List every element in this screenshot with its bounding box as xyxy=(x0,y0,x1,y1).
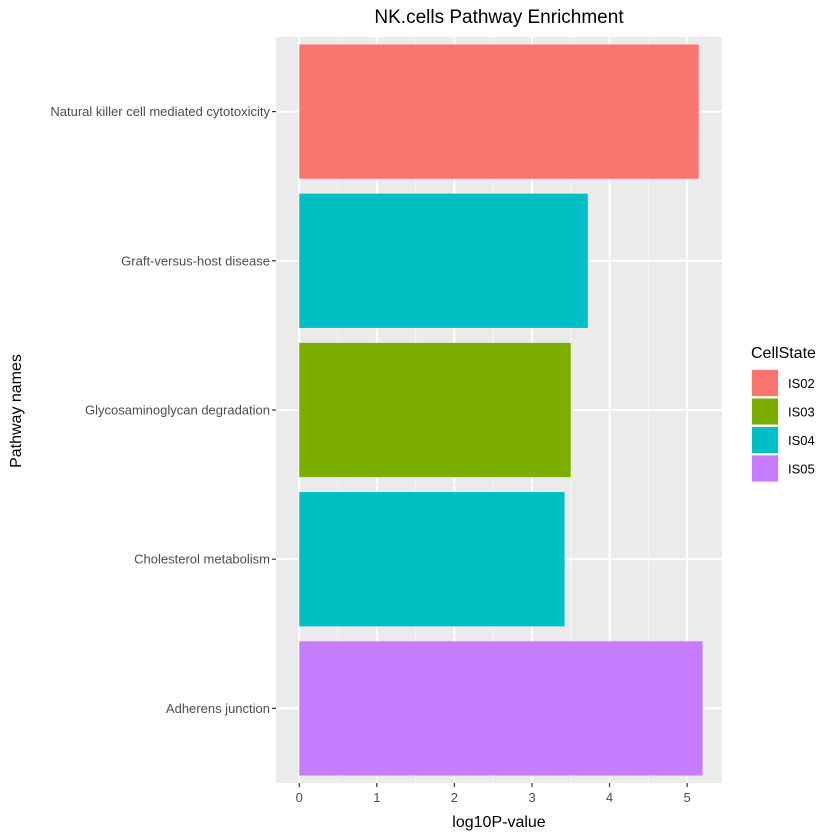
x-tick-label: 4 xyxy=(606,790,613,805)
legend-title: CellState xyxy=(751,345,816,362)
bar xyxy=(299,342,571,478)
bar xyxy=(299,492,565,627)
legend-swatch xyxy=(752,455,778,482)
y-axis-title: Pathway names xyxy=(8,354,25,468)
legend: CellState IS02 IS03 IS04 IS05 xyxy=(751,345,816,483)
bar xyxy=(299,193,588,328)
x-tick-label: 2 xyxy=(451,790,458,805)
x-tick-label: 3 xyxy=(528,790,535,805)
x-tick-label: 0 xyxy=(296,790,303,805)
legend-label: IS03 xyxy=(788,405,815,420)
legend-swatch xyxy=(752,398,778,425)
y-tick-label: Graft-versus-host disease xyxy=(121,253,270,268)
y-tick-label: Glycosaminoglycan degradation xyxy=(85,403,270,418)
x-axis-title: log10P-value xyxy=(452,814,546,831)
y-tick-label: Natural killer cell mediated cytotoxicit… xyxy=(50,104,270,119)
x-tick-label: 1 xyxy=(373,790,380,805)
bar xyxy=(299,641,703,776)
legend-swatch xyxy=(752,370,778,396)
chart-title: NK.cells Pathway Enrichment xyxy=(374,7,624,28)
legend-label: IS05 xyxy=(788,462,815,477)
y-tick-label: Adherens junction xyxy=(166,701,270,716)
legend-swatch xyxy=(752,427,778,453)
x-tick-label: 5 xyxy=(683,790,690,805)
y-axis: Natural killer cell mediated cytotoxicit… xyxy=(50,104,276,716)
y-tick-label: Cholesterol metabolism xyxy=(134,552,270,567)
legend-label: IS04 xyxy=(788,433,815,448)
x-axis: 0 1 2 3 4 5 xyxy=(296,783,691,805)
bars xyxy=(299,44,703,776)
legend-label: IS02 xyxy=(788,376,815,391)
bar xyxy=(299,44,699,179)
